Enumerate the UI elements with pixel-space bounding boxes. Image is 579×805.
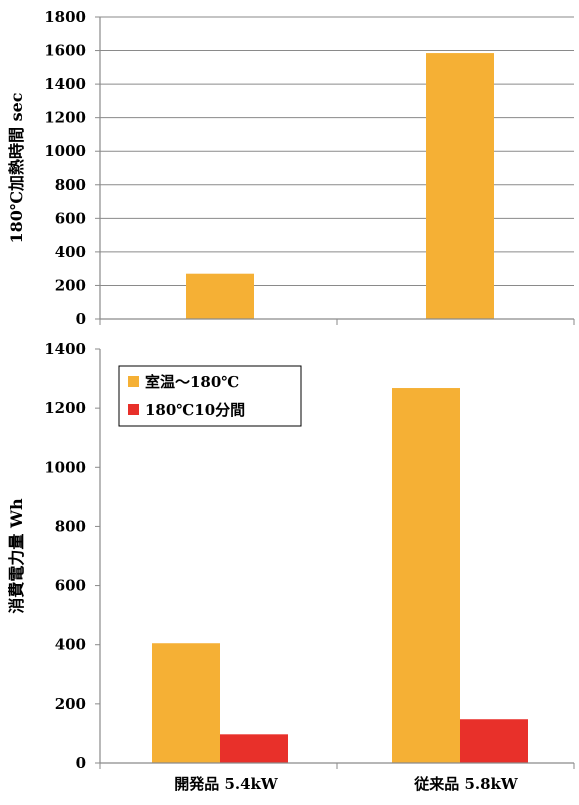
y-tick-label: 1400: [44, 340, 86, 358]
bar: [220, 734, 288, 763]
bar: [392, 388, 460, 763]
y-axis-title: 180℃加熱時間 sec: [7, 92, 26, 243]
bar: [186, 273, 254, 319]
x-category-label: 開発品 5.4kW: [174, 775, 279, 793]
y-tick-label: 600: [55, 209, 86, 227]
legend-box: [118, 365, 302, 427]
y-tick-label: 200: [55, 695, 86, 713]
y-tick-label: 400: [55, 243, 86, 261]
y-tick-label: 800: [55, 176, 86, 194]
legend-label: 室温～180℃: [145, 373, 239, 391]
bar: [426, 53, 494, 319]
y-tick-label: 400: [55, 636, 86, 654]
y-tick-label: 1200: [44, 109, 86, 127]
y-tick-label: 1000: [44, 458, 86, 476]
top-chart-heating-time: 0 200 400 600 800 1000 1200 1400 1600 1800 180℃加熱時…: [7, 8, 575, 328]
x-category-label: 従来品 5.8kW: [413, 775, 519, 793]
y-tick-label: 1000: [44, 142, 86, 160]
legend-label: 180℃10分間: [145, 401, 245, 419]
legend: 室温～180℃ 180℃10分間: [118, 365, 302, 427]
y-tick-label: 0: [76, 310, 86, 328]
legend-swatch: [128, 404, 139, 415]
y-tick-label: 800: [55, 517, 86, 535]
bar: [460, 719, 528, 763]
y-tick-label: 200: [55, 276, 86, 294]
y-tick-label: 1400: [44, 75, 86, 93]
y-tick-label: 1200: [44, 399, 86, 417]
legend-swatch: [128, 376, 139, 387]
y-axis-title: 消費電力量 Wh: [7, 498, 26, 614]
y-tick-label: 1800: [44, 8, 86, 26]
y-tick-label: 1600: [44, 42, 86, 60]
y-tick-label: 0: [76, 754, 86, 772]
bar: [152, 643, 220, 763]
y-tick-label: 600: [55, 577, 86, 595]
bottom-chart-power-consumption: 0 200 400 600 800 1000 1200 1400 開発品 5.4kW 従来品 5.…: [7, 340, 575, 793]
